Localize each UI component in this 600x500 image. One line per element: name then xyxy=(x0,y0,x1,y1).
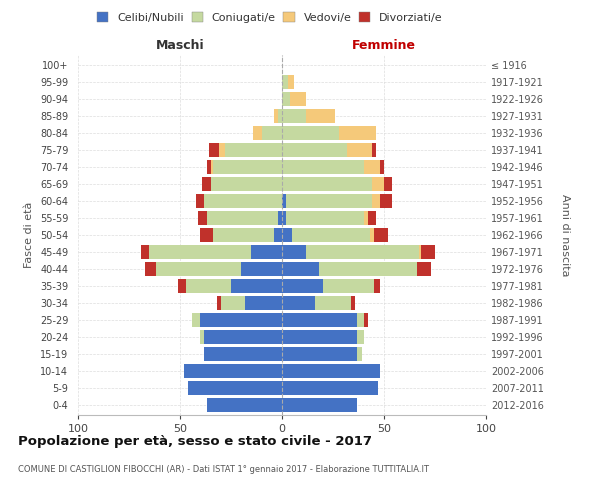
Bar xyxy=(178,279,186,293)
Bar xyxy=(358,330,364,344)
Bar xyxy=(288,75,294,89)
Bar xyxy=(251,245,282,259)
Bar xyxy=(145,262,155,276)
Bar xyxy=(149,245,251,259)
Bar xyxy=(282,126,339,140)
Bar xyxy=(282,313,358,327)
Bar xyxy=(282,177,372,191)
Bar xyxy=(419,245,421,259)
Bar xyxy=(282,194,286,208)
Bar xyxy=(241,262,282,276)
Bar xyxy=(282,398,358,412)
Bar xyxy=(245,296,282,310)
Bar xyxy=(352,296,355,310)
Bar xyxy=(282,262,319,276)
Bar xyxy=(372,194,380,208)
Bar xyxy=(205,347,282,361)
Text: Popolazione per età, sesso e stato civile - 2017: Popolazione per età, sesso e stato civil… xyxy=(18,435,372,448)
Bar xyxy=(141,245,149,259)
Bar xyxy=(368,211,376,225)
Bar xyxy=(370,228,374,242)
Bar xyxy=(314,296,352,310)
Bar xyxy=(231,279,282,293)
Bar xyxy=(282,143,347,157)
Bar xyxy=(374,279,380,293)
Bar xyxy=(212,160,282,174)
Bar xyxy=(274,228,282,242)
Bar xyxy=(286,211,364,225)
Bar xyxy=(196,194,205,208)
Bar xyxy=(225,143,282,157)
Bar xyxy=(339,126,376,140)
Bar xyxy=(278,211,282,225)
Bar xyxy=(290,92,307,106)
Bar xyxy=(307,109,335,123)
Text: Maschi: Maschi xyxy=(155,40,205,52)
Bar xyxy=(219,143,225,157)
Bar xyxy=(380,194,392,208)
Bar xyxy=(416,262,431,276)
Text: Femmine: Femmine xyxy=(352,40,416,52)
Bar xyxy=(206,211,278,225)
Bar xyxy=(206,398,282,412)
Bar xyxy=(274,109,278,123)
Bar xyxy=(188,381,282,395)
Bar xyxy=(364,160,380,174)
Bar xyxy=(184,364,282,378)
Bar xyxy=(282,228,292,242)
Bar xyxy=(206,160,211,174)
Bar xyxy=(282,92,290,106)
Bar xyxy=(364,313,368,327)
Bar xyxy=(282,381,378,395)
Bar xyxy=(200,228,212,242)
Bar xyxy=(323,279,374,293)
Bar xyxy=(282,347,358,361)
Bar xyxy=(372,143,376,157)
Bar xyxy=(202,177,211,191)
Bar xyxy=(200,330,205,344)
Bar xyxy=(292,228,370,242)
Bar xyxy=(358,347,362,361)
Bar xyxy=(358,313,364,327)
Bar xyxy=(282,75,288,89)
Bar xyxy=(319,262,416,276)
Bar xyxy=(221,296,245,310)
Bar xyxy=(286,194,372,208)
Bar xyxy=(205,194,282,208)
Bar xyxy=(374,228,388,242)
Bar xyxy=(186,279,231,293)
Bar xyxy=(372,177,384,191)
Bar xyxy=(282,330,358,344)
Bar xyxy=(364,211,368,225)
Bar xyxy=(282,245,307,259)
Bar xyxy=(212,228,274,242)
Bar xyxy=(282,296,314,310)
Bar xyxy=(217,296,221,310)
Y-axis label: Anni di nascita: Anni di nascita xyxy=(560,194,571,276)
Bar xyxy=(347,143,372,157)
Bar xyxy=(307,245,419,259)
Bar xyxy=(205,330,282,344)
Legend: Celibi/Nubili, Coniugati/e, Vedovi/e, Divorziati/e: Celibi/Nubili, Coniugati/e, Vedovi/e, Di… xyxy=(93,8,447,28)
Bar xyxy=(211,160,212,174)
Bar xyxy=(282,109,307,123)
Bar xyxy=(192,313,200,327)
Bar xyxy=(209,143,219,157)
Bar xyxy=(282,364,380,378)
Bar xyxy=(278,109,282,123)
Bar xyxy=(253,126,262,140)
Y-axis label: Fasce di età: Fasce di età xyxy=(25,202,34,268)
Bar xyxy=(199,211,206,225)
Bar xyxy=(211,177,282,191)
Bar xyxy=(421,245,435,259)
Bar xyxy=(282,160,364,174)
Bar xyxy=(155,262,241,276)
Text: COMUNE DI CASTIGLION FIBOCCHI (AR) - Dati ISTAT 1° gennaio 2017 - Elaborazione T: COMUNE DI CASTIGLION FIBOCCHI (AR) - Dat… xyxy=(18,465,429,474)
Bar xyxy=(262,126,282,140)
Bar xyxy=(282,279,323,293)
Bar xyxy=(200,313,282,327)
Bar xyxy=(384,177,392,191)
Bar xyxy=(282,211,286,225)
Bar xyxy=(380,160,384,174)
